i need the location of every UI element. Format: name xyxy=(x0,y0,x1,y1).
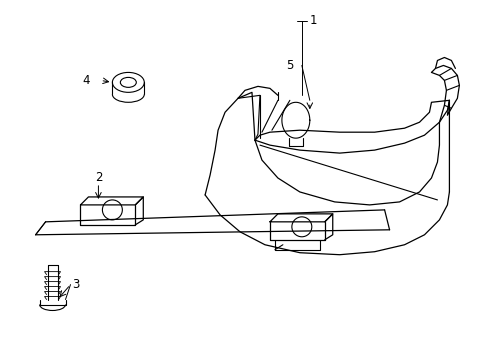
Text: 2: 2 xyxy=(95,171,102,184)
Text: 4: 4 xyxy=(82,74,90,87)
Text: 3: 3 xyxy=(72,278,80,291)
Text: 1: 1 xyxy=(309,14,317,27)
Text: 5: 5 xyxy=(285,59,293,72)
